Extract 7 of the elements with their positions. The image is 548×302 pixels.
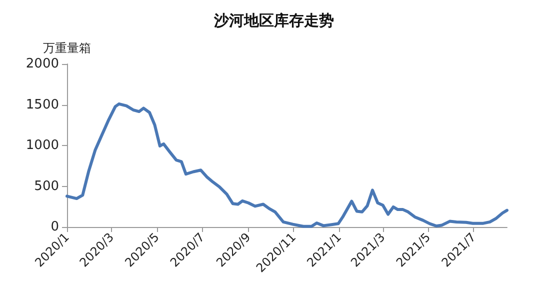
y-axis-title: 万重量箱 [43,41,91,55]
y-tick-label: 1000 [26,138,59,153]
y-tick-label: 0 [50,220,59,234]
y-tick-label: 500 [34,178,59,194]
y-tick-label: 1500 [26,97,59,112]
chart-title: 沙河地区库存走势 [213,12,334,30]
y-tick-label: 2000 [26,56,59,72]
